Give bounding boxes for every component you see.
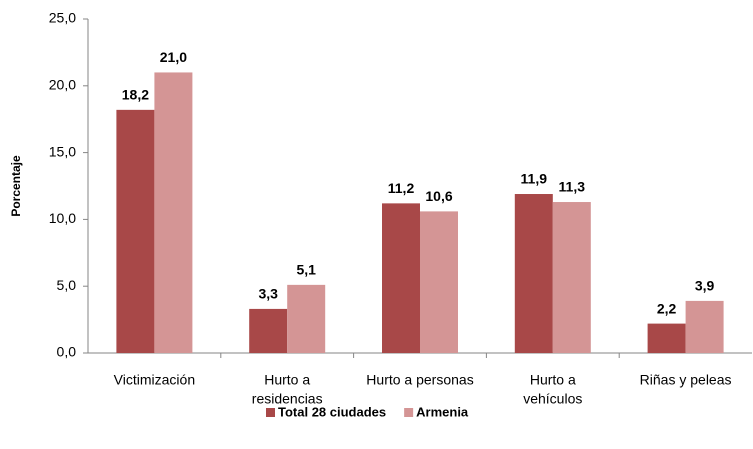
value-label: 21,0	[160, 49, 187, 65]
value-label: 11,9	[521, 171, 548, 187]
bar	[287, 284, 326, 353]
y-tick-label: 10,0	[49, 210, 76, 226]
legend-swatch	[266, 408, 275, 417]
x-tick-label: residencias	[252, 391, 323, 407]
x-tick-label: Hurto a	[264, 372, 310, 388]
bar	[154, 72, 193, 353]
x-tick-label: Hurto a personas	[366, 372, 473, 388]
bar	[514, 194, 553, 353]
legend-label: Total 28 ciudades	[278, 404, 386, 419]
y-tick-label: 25,0	[49, 10, 76, 26]
bar	[552, 202, 591, 353]
y-tick-label: 5,0	[57, 277, 77, 293]
bar	[685, 300, 724, 353]
value-label: 5,1	[296, 262, 316, 278]
bar	[382, 203, 420, 353]
value-label: 11,2	[388, 180, 415, 196]
x-tick-label: Victimización	[114, 372, 195, 388]
x-tick-label: Riñas y peleas	[640, 372, 732, 388]
value-label: 18,2	[122, 87, 149, 103]
x-tick-label: vehículos	[523, 391, 582, 407]
value-label: 11,3	[559, 179, 586, 195]
x-tick-label: Hurto a	[530, 372, 576, 388]
y-tick-label: 0,0	[57, 344, 77, 360]
bar	[647, 323, 686, 353]
value-label: 10,6	[425, 188, 452, 204]
legend-swatch	[404, 408, 414, 417]
value-label: 2,2	[657, 300, 677, 316]
y-tick-label: 15,0	[49, 143, 76, 159]
bar	[420, 211, 458, 353]
value-label: 3,9	[695, 278, 715, 294]
y-tick-label: 20,0	[49, 77, 76, 93]
legend-label: Armenia	[416, 404, 469, 419]
bar	[249, 308, 288, 353]
bar	[116, 109, 155, 354]
y-axis-label: Porcentaje	[9, 155, 23, 217]
value-label: 3,3	[258, 286, 278, 302]
